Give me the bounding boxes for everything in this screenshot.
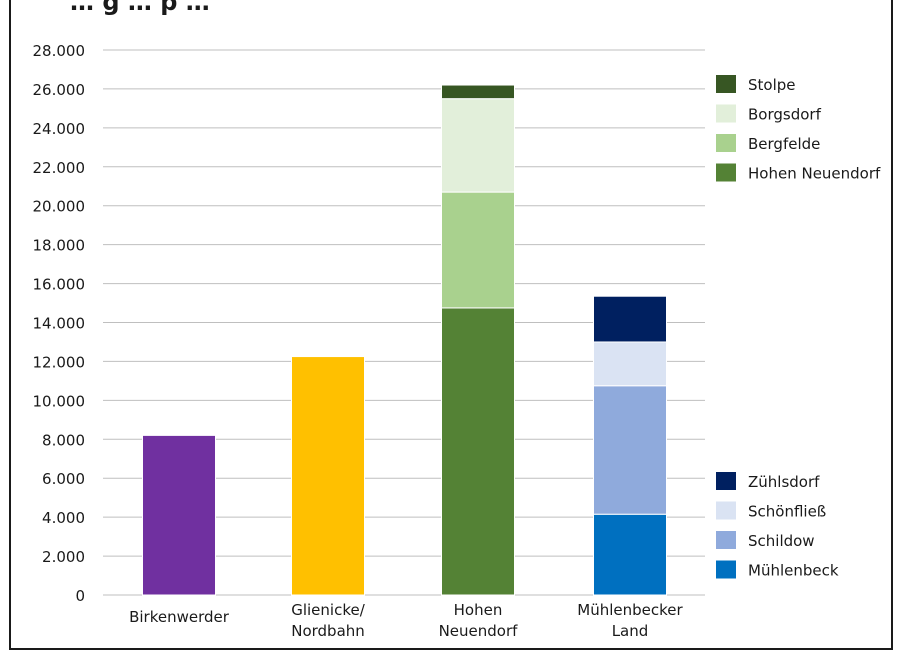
legend-swatch xyxy=(716,472,736,490)
y-tick-label: 0 xyxy=(75,587,85,605)
legend-swatch xyxy=(716,75,736,93)
legend-label: Schildow xyxy=(748,532,815,550)
y-tick-label: 12.000 xyxy=(33,353,86,371)
legend-label: Schönfließ xyxy=(748,503,826,521)
y-tick-label: 24.000 xyxy=(33,120,86,138)
bar-segment xyxy=(291,356,365,596)
bar-segment xyxy=(593,385,667,515)
y-tick-label: 28.000 xyxy=(33,42,86,60)
y-tick-label: 14.000 xyxy=(33,315,86,333)
x-tick-label: Birkenwerder xyxy=(129,608,230,626)
y-tick-label: 8.000 xyxy=(42,431,85,449)
bar-segment xyxy=(142,434,216,596)
chart-frame xyxy=(9,0,893,650)
bar-segment xyxy=(441,98,515,193)
legend-label: Borgsdorf xyxy=(748,106,822,124)
legend-label: Hohen Neuendorf xyxy=(748,165,881,183)
bar-segment xyxy=(441,84,515,100)
x-tick-label: Neuendorf xyxy=(439,622,519,640)
legend-label: Bergfelde xyxy=(748,135,820,153)
bar-segment xyxy=(441,191,515,309)
chart-title: … g … p … xyxy=(70,0,210,16)
legend-swatch xyxy=(716,560,736,579)
legend-swatch xyxy=(716,104,736,123)
x-tick-label: Land xyxy=(612,622,649,640)
y-tick-label: 16.000 xyxy=(33,276,86,294)
legend-swatch xyxy=(716,501,736,520)
legend-label: Mühlenbeck xyxy=(748,562,839,580)
y-tick-label: 4.000 xyxy=(42,509,85,527)
legend-swatch xyxy=(716,531,736,549)
x-tick-label: Nordbahn xyxy=(291,622,365,640)
bar-segment xyxy=(593,341,667,387)
y-tick-label: 2.000 xyxy=(42,548,85,566)
y-tick-label: 18.000 xyxy=(33,237,86,255)
bar-segment xyxy=(441,307,515,596)
y-tick-label: 20.000 xyxy=(33,198,86,216)
y-tick-label: 26.000 xyxy=(33,81,86,99)
legend-swatch xyxy=(716,163,736,182)
y-tick-label: 22.000 xyxy=(33,159,86,177)
y-tick-label: 6.000 xyxy=(42,470,85,488)
legend-label: Zühlsdorf xyxy=(748,473,820,491)
x-tick-label: Hohen xyxy=(454,601,503,619)
x-tick-label: Mühlenbecker xyxy=(577,601,683,619)
legend-label: Stolpe xyxy=(748,76,796,94)
legend-swatch xyxy=(716,134,736,152)
y-tick-label: 10.000 xyxy=(33,392,86,410)
bar-segment xyxy=(593,513,667,596)
bar-segment xyxy=(593,295,667,343)
x-tick-label: Glienicke/ xyxy=(291,601,365,619)
